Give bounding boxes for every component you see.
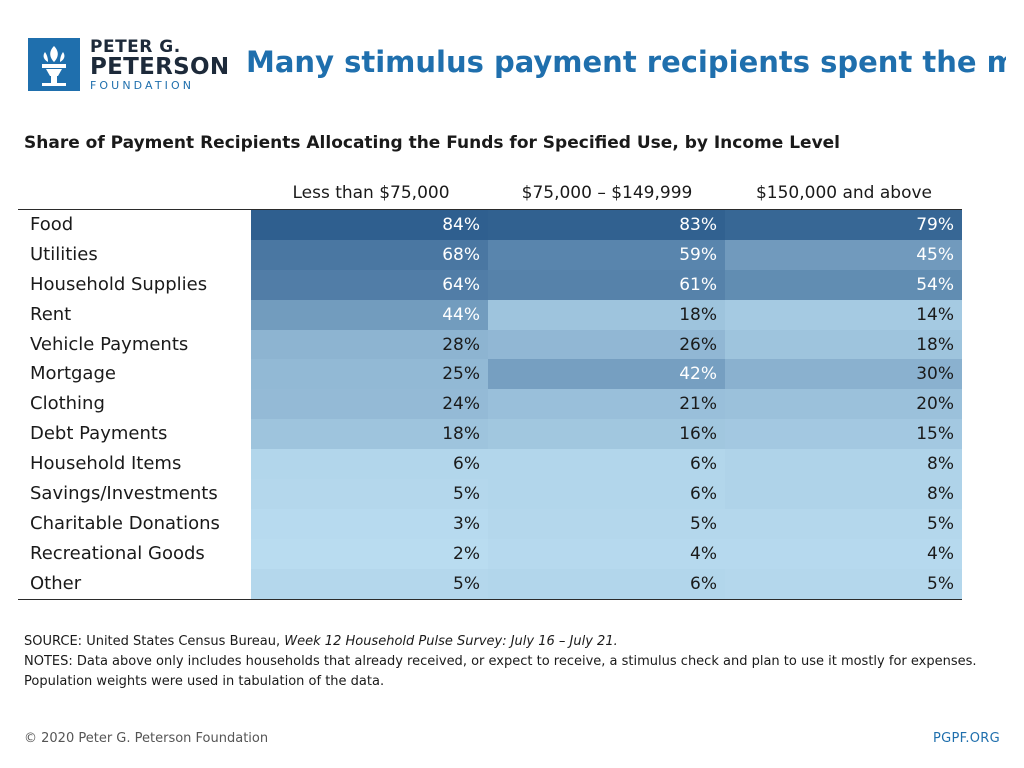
table-row: Food 84% 83% 79%	[18, 210, 962, 240]
table-title: Share of Payment Recipients Allocating t…	[24, 133, 841, 153]
heat-cell: 21%	[488, 389, 725, 420]
heat-cell: 4%	[488, 538, 725, 569]
logo-wordmark: PETER G. PETERSON FOUNDATION	[90, 38, 229, 93]
row-label: Debt Payments	[18, 419, 251, 450]
heat-cell: 2%	[251, 538, 488, 569]
notes-text: NOTES: Data above only includes househol…	[24, 654, 977, 689]
table-row: Other 5% 6% 5%	[18, 568, 962, 599]
column-headers: Less than $75,000 $75,000 – $149,999 $15…	[0, 183, 1024, 209]
table-row: Debt Payments 18% 16% 15%	[18, 419, 962, 450]
footnotes: SOURCE: United States Census Bureau, Wee…	[24, 632, 1004, 692]
row-label: Vehicle Payments	[18, 329, 251, 360]
heat-cell: 6%	[488, 479, 725, 509]
logo-line-2: PETERSON	[90, 54, 230, 80]
heat-cell: 28%	[251, 329, 488, 360]
page-title: Many stimulus payment recipients spent t…	[246, 45, 1006, 79]
row-label: Household Items	[18, 449, 251, 480]
row-label: Utilities	[18, 239, 251, 270]
site-link[interactable]: PGPF.ORG	[932, 731, 1000, 746]
heat-cell: 6%	[251, 449, 488, 480]
heat-cell: 5%	[725, 508, 962, 539]
torch-icon	[28, 38, 80, 91]
heat-cell: 64%	[251, 269, 488, 300]
heat-cell: 5%	[251, 479, 488, 509]
heat-cell: 45%	[725, 239, 962, 270]
table-row: Household Supplies 64% 61% 54%	[18, 269, 962, 300]
heat-cell: 83%	[488, 210, 725, 240]
column-header-low-income: Less than $75,000	[292, 183, 450, 203]
heat-cell: 3%	[251, 508, 488, 539]
heatmap-table: Food 84% 83% 79% Utilities 68% 59% 45% Household…	[18, 209, 962, 600]
logo-line-1: PETER G.	[90, 37, 181, 57]
table-row: Rent 44% 18% 14%	[18, 299, 962, 330]
heat-cell: 54%	[725, 269, 962, 300]
heat-cell: 14%	[725, 299, 962, 330]
heat-cell: 68%	[251, 239, 488, 270]
logo-line-3: FOUNDATION	[90, 79, 195, 92]
heat-cell: 5%	[725, 568, 962, 599]
column-header-middle-income: $75,000 – $149,999	[521, 183, 693, 203]
table-row: Clothing 24% 21% 20%	[18, 389, 962, 420]
row-label: Charitable Donations	[18, 508, 251, 539]
heat-cell: 61%	[488, 269, 725, 300]
row-label: Clothing	[18, 389, 251, 420]
table-row: Vehicle Payments 28% 26% 18%	[18, 329, 962, 360]
copyright: © 2020 Peter G. Peterson Foundation	[24, 731, 269, 746]
heat-cell: 8%	[725, 449, 962, 480]
table-row: Recreational Goods 2% 4% 4%	[18, 538, 962, 569]
table-row: Mortgage 25% 42% 30%	[18, 359, 962, 390]
column-header-high-income: $150,000 and above	[755, 183, 933, 203]
heat-cell: 84%	[251, 210, 488, 240]
row-label: Household Supplies	[18, 269, 251, 300]
heat-cell: 18%	[725, 329, 962, 360]
heat-cell: 4%	[725, 538, 962, 569]
table-row: Charitable Donations 3% 5% 5%	[18, 508, 962, 539]
row-label: Mortgage	[18, 359, 251, 390]
heat-cell: 42%	[488, 359, 725, 390]
heat-cell: 18%	[251, 419, 488, 450]
source-note: SOURCE: United States Census Bureau, Wee…	[24, 632, 1004, 652]
heat-cell: 25%	[251, 359, 488, 390]
foundation-logo: PETER G. PETERSON FOUNDATION	[28, 38, 229, 94]
heat-cell: 30%	[725, 359, 962, 390]
row-label: Food	[18, 210, 251, 240]
table-row: Savings/Investments 5% 6% 8%	[18, 479, 962, 509]
heat-cell: 6%	[488, 568, 725, 599]
heat-cell: 15%	[725, 419, 962, 450]
table-row: Household Items 6% 6% 8%	[18, 449, 962, 480]
heat-cell: 24%	[251, 389, 488, 420]
row-label: Savings/Investments	[18, 479, 251, 509]
heat-cell: 5%	[488, 508, 725, 539]
heat-cell: 79%	[725, 210, 962, 240]
row-label: Rent	[18, 299, 251, 330]
heat-cell: 6%	[488, 449, 725, 480]
heat-cell: 18%	[488, 299, 725, 330]
source-prefix: SOURCE: United States Census Bureau,	[24, 634, 285, 649]
heat-cell: 20%	[725, 389, 962, 420]
heat-cell: 5%	[251, 568, 488, 599]
row-label: Other	[18, 568, 251, 599]
heat-cell: 59%	[488, 239, 725, 270]
heat-cell: 8%	[725, 479, 962, 509]
row-label: Recreational Goods	[18, 538, 251, 569]
heat-cell: 44%	[251, 299, 488, 330]
source-title: Week 12 Household Pulse Survey: July 16 …	[284, 634, 618, 649]
heat-cell: 26%	[488, 329, 725, 360]
table-row: Utilities 68% 59% 45%	[18, 239, 962, 270]
heat-cell: 16%	[488, 419, 725, 450]
